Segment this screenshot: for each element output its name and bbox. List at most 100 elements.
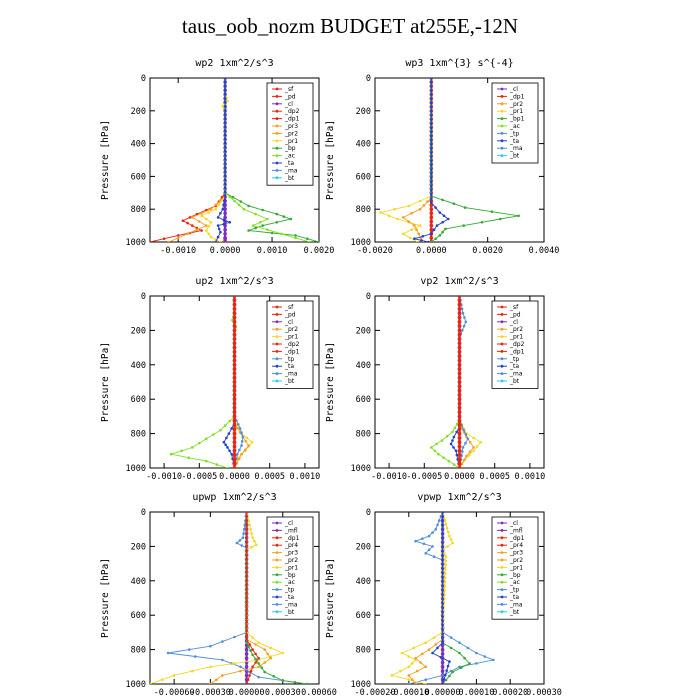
legend-marker	[275, 595, 279, 599]
series-point	[238, 427, 242, 430]
series-point	[232, 363, 237, 367]
series-point	[441, 528, 444, 531]
series-point	[254, 643, 257, 646]
series-point	[223, 158, 227, 161]
legend-marker	[500, 109, 504, 113]
legend-marker	[275, 580, 279, 584]
x-tick-label: -0.00020	[355, 688, 396, 698]
legend-marker	[500, 372, 504, 375]
series-point	[245, 629, 248, 633]
series-point	[232, 371, 237, 376]
series-point	[430, 78, 433, 80]
legend-entry: _bt	[509, 153, 520, 160]
y-tick-label: 600	[131, 172, 146, 182]
series-point	[289, 217, 293, 221]
series-point	[282, 215, 286, 218]
x-tick-label: 0.00000	[229, 688, 265, 698]
series-point	[462, 458, 466, 462]
legend-marker	[500, 320, 504, 324]
series-line	[379, 78, 432, 242]
series-point	[441, 593, 444, 597]
series-point	[417, 232, 421, 236]
series-point	[435, 224, 439, 227]
x-tick-label: 0.0005	[479, 472, 510, 482]
plot-frame	[149, 511, 320, 685]
legend-entry: _pr3	[509, 550, 523, 557]
series-point	[445, 526, 449, 530]
legend-entry: _sf	[509, 304, 519, 311]
series-point	[416, 669, 419, 673]
legend-marker	[500, 132, 504, 135]
y-tick-label: 800	[131, 646, 146, 656]
series-point	[228, 195, 232, 199]
series-point	[245, 608, 248, 611]
series-point	[457, 354, 462, 359]
series-point	[407, 678, 411, 681]
legend-marker	[275, 588, 279, 591]
legend-entry: _pr3	[284, 550, 298, 557]
series-point	[226, 446, 229, 449]
legend-entry: _dp2	[284, 341, 300, 348]
legend-marker	[275, 610, 279, 614]
y-tick-label: 800	[356, 646, 371, 656]
series-point	[440, 665, 445, 669]
legend-entry: _mfl	[284, 527, 298, 534]
series-point	[269, 646, 273, 650]
series-point	[430, 105, 433, 109]
series-point	[457, 414, 462, 419]
series-point	[245, 621, 248, 624]
series-point	[431, 651, 434, 655]
series-point	[195, 228, 199, 231]
legend-marker	[275, 536, 279, 540]
legend-entry: _dp2	[284, 108, 300, 115]
series-point	[441, 602, 444, 605]
series-point	[247, 444, 250, 447]
series-group	[169, 296, 254, 468]
series-point	[207, 211, 210, 214]
series-point	[442, 678, 446, 681]
series-point	[245, 604, 248, 607]
series-point	[457, 363, 462, 367]
series-point	[441, 682, 444, 684]
legend-entry: _sf	[284, 86, 294, 93]
legend-box	[266, 82, 314, 186]
series-point	[430, 109, 433, 113]
series-point	[200, 214, 203, 218]
chart-panel: up2 1xm^2/s^3 Pressure [hPa] 0 200 400 600 800…	[100, 276, 320, 482]
series-point	[457, 320, 462, 324]
y-tick-label: 1000	[126, 238, 146, 248]
series-point	[223, 125, 227, 129]
series-point	[263, 661, 267, 664]
series-point	[223, 113, 227, 116]
series-point	[245, 682, 248, 684]
series-point	[407, 220, 411, 223]
series-point	[245, 514, 248, 518]
series-point	[499, 217, 502, 221]
series-point	[451, 670, 455, 674]
series-point	[251, 665, 254, 669]
series-point	[223, 84, 227, 88]
series-point	[441, 567, 444, 570]
series-point	[430, 134, 433, 138]
series-point	[228, 419, 232, 423]
legend-marker	[275, 327, 279, 331]
series-point	[281, 679, 285, 682]
series-point	[437, 452, 440, 456]
legend-marker	[500, 146, 504, 150]
x-tick-label: -0.00060	[154, 688, 195, 698]
legend-marker	[275, 146, 279, 150]
legend-entry: _pr1	[509, 564, 523, 571]
legend-marker	[275, 364, 279, 368]
series-point	[281, 651, 285, 655]
series-point	[223, 129, 227, 133]
legend-entry: _ac	[509, 123, 520, 130]
y-tick-label: 200	[131, 326, 146, 336]
series-point	[441, 519, 444, 522]
series-point	[270, 231, 274, 235]
series-point	[430, 80, 433, 84]
series-point	[240, 431, 243, 435]
series-point	[399, 669, 402, 673]
series-line	[234, 296, 253, 468]
legend-marker	[500, 87, 504, 91]
series-point	[455, 430, 459, 434]
